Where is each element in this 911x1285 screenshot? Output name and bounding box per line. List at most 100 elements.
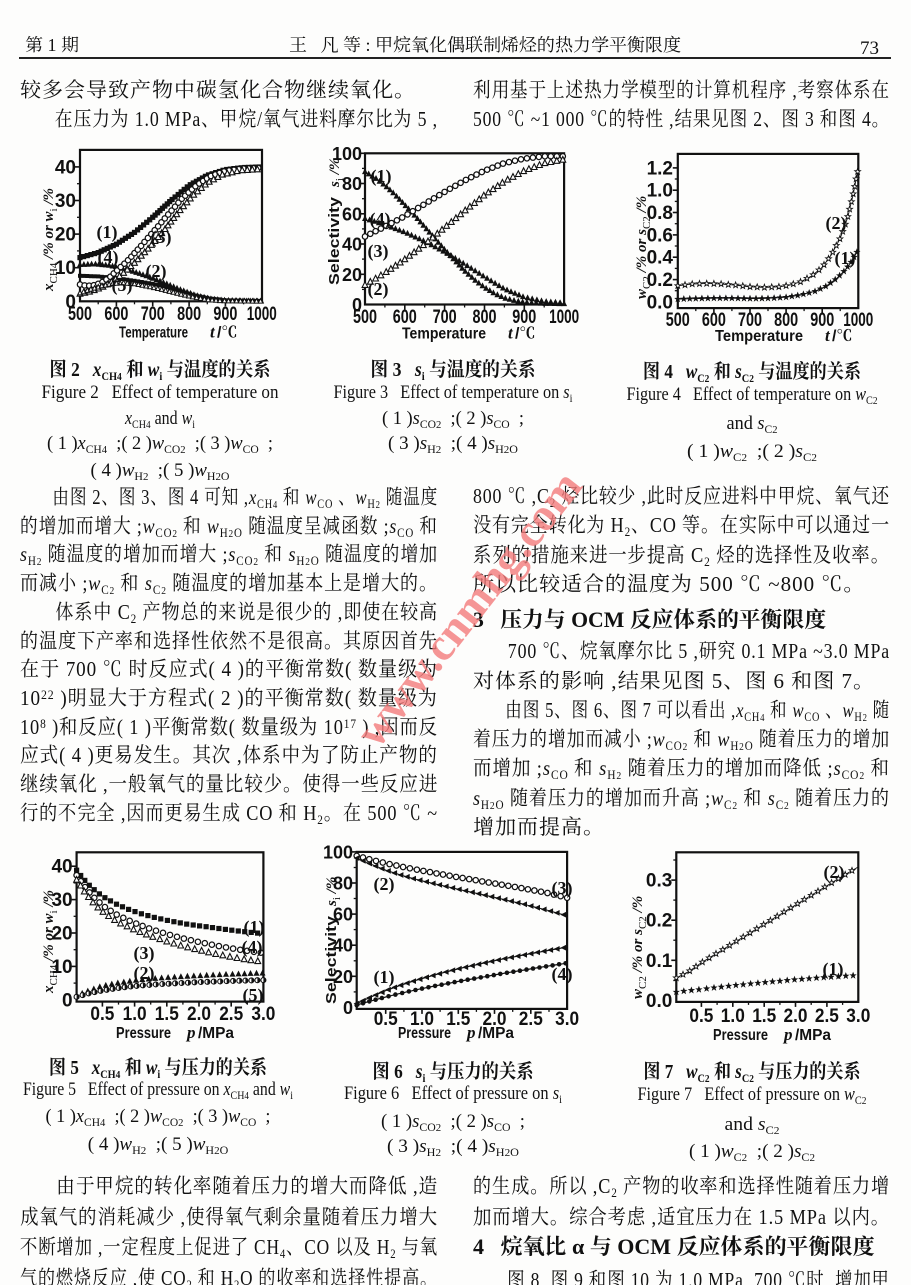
svg-text:40: 40 [342, 235, 362, 255]
svg-text:10: 10 [55, 258, 76, 279]
svg-text:1.0: 1.0 [721, 1006, 745, 1027]
svg-text:3.0: 3.0 [555, 1009, 579, 1030]
svg-text:600: 600 [393, 307, 417, 328]
svg-text:1.0: 1.0 [410, 1009, 434, 1030]
svg-text:600: 600 [702, 310, 726, 331]
svg-text:100: 100 [332, 144, 362, 164]
svg-text:(5): (5) [112, 275, 133, 296]
svg-text:1.0: 1.0 [123, 1004, 147, 1025]
svg-text:0: 0 [352, 295, 362, 315]
svg-text:0.5: 0.5 [689, 1006, 713, 1027]
svg-text:0.1: 0.1 [646, 951, 673, 972]
svg-text:0.0: 0.0 [646, 991, 672, 1012]
svg-text:(3): (3) [552, 878, 573, 899]
svg-text:p: p [465, 1023, 476, 1042]
svg-text:0.6: 0.6 [647, 225, 673, 246]
svg-text:(2): (2) [146, 261, 167, 282]
svg-text:(4): (4) [552, 964, 573, 985]
svg-text:2.0: 2.0 [483, 1009, 507, 1030]
svg-text:/MPa: /MPa [198, 1025, 234, 1042]
svg-text:600: 600 [104, 304, 128, 325]
svg-text:2.0: 2.0 [187, 1004, 211, 1025]
svg-text:40: 40 [55, 157, 76, 178]
svg-text:800: 800 [177, 304, 201, 325]
svg-text:Temperature: Temperature [119, 325, 188, 342]
svg-text:700: 700 [141, 304, 165, 325]
svg-text:2.5: 2.5 [815, 1006, 839, 1027]
svg-text:(3): (3) [368, 241, 389, 262]
svg-text:1.5: 1.5 [155, 1004, 179, 1025]
svg-text:(3): (3) [134, 943, 155, 964]
svg-text:(1): (1) [374, 967, 395, 988]
svg-text:(5): (5) [243, 985, 264, 1006]
svg-text:60: 60 [342, 204, 362, 224]
svg-text:0.2: 0.2 [646, 911, 672, 932]
svg-text:1000: 1000 [549, 307, 579, 328]
svg-text:Pressure: Pressure [398, 1025, 451, 1042]
svg-text:3.0: 3.0 [251, 1004, 275, 1025]
svg-text:Pressure: Pressure [116, 1025, 171, 1042]
svg-text:20: 20 [342, 265, 362, 285]
svg-text:0.3: 0.3 [646, 871, 672, 892]
svg-text:(2): (2) [368, 279, 389, 300]
svg-text:800: 800 [473, 307, 497, 328]
svg-text:500: 500 [353, 307, 377, 328]
svg-text:Selectivity: Selectivity [326, 196, 343, 285]
svg-text:t: t [825, 326, 831, 345]
svg-text:80: 80 [333, 874, 353, 894]
svg-text:100: 100 [323, 842, 353, 862]
svg-text:(1): (1) [835, 248, 856, 269]
svg-text:p: p [782, 1025, 793, 1044]
svg-text:1.0: 1.0 [647, 181, 673, 202]
svg-text:Selectivity: Selectivity [323, 915, 340, 1004]
svg-text:30: 30 [51, 890, 72, 911]
svg-text:(4): (4) [98, 247, 119, 268]
svg-text:3.0: 3.0 [846, 1006, 870, 1027]
svg-text:(4): (4) [242, 937, 263, 958]
svg-text:800: 800 [774, 310, 798, 331]
svg-text:0.5: 0.5 [374, 1009, 398, 1030]
svg-text:2.5: 2.5 [219, 1004, 243, 1025]
svg-text:0.2: 0.2 [647, 270, 673, 291]
svg-text:1.5: 1.5 [446, 1009, 470, 1030]
svg-text:/MPa: /MPa [795, 1027, 831, 1044]
svg-text:(1): (1) [97, 222, 118, 243]
svg-text:t: t [508, 324, 514, 343]
svg-text:(2): (2) [134, 963, 155, 984]
svg-text:2.5: 2.5 [519, 1009, 543, 1030]
svg-text:0.8: 0.8 [647, 203, 673, 224]
svg-text:t: t [210, 323, 216, 342]
svg-text:0: 0 [343, 998, 353, 1018]
svg-text:p: p [185, 1023, 196, 1042]
svg-text:2.0: 2.0 [784, 1006, 808, 1027]
svg-text:20: 20 [55, 225, 76, 246]
svg-text:(4): (4) [370, 209, 391, 230]
svg-text:(2): (2) [824, 862, 845, 883]
svg-text:500: 500 [666, 310, 690, 331]
svg-text:Temperature: Temperature [715, 328, 803, 345]
svg-text:0: 0 [65, 292, 76, 313]
svg-text:40: 40 [333, 936, 353, 956]
svg-text:10: 10 [51, 957, 72, 978]
svg-text:0.5: 0.5 [90, 1004, 114, 1025]
svg-text:20: 20 [51, 924, 72, 945]
svg-text:/℃: /℃ [832, 328, 852, 345]
svg-text:40: 40 [51, 857, 72, 878]
svg-text:0.4: 0.4 [647, 248, 674, 269]
svg-text:900: 900 [213, 304, 237, 325]
svg-text:1000: 1000 [247, 304, 277, 325]
svg-text:0: 0 [62, 990, 73, 1011]
svg-text:(1): (1) [371, 166, 392, 187]
svg-text:1000: 1000 [843, 310, 873, 331]
svg-text:30: 30 [55, 191, 76, 212]
svg-text:(2): (2) [826, 213, 847, 234]
svg-text:20: 20 [333, 967, 353, 987]
svg-text:(2): (2) [374, 874, 395, 895]
svg-text:700: 700 [738, 310, 762, 331]
svg-text:900: 900 [512, 307, 536, 328]
svg-text:(3): (3) [151, 227, 172, 248]
svg-text:0.0: 0.0 [647, 292, 673, 313]
svg-text:si /%: si /% [327, 158, 346, 188]
svg-text:1.2: 1.2 [647, 158, 673, 179]
svg-text:(1): (1) [823, 959, 844, 980]
